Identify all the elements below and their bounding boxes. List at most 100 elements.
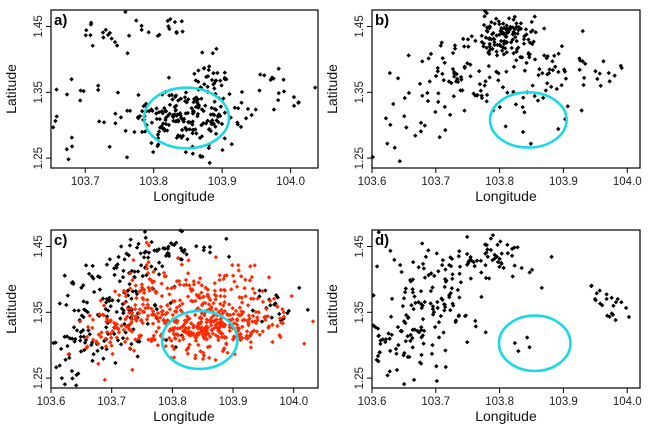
red-point bbox=[227, 328, 232, 334]
data-point bbox=[479, 33, 484, 38]
data-point bbox=[489, 37, 494, 42]
data-point bbox=[422, 123, 428, 128]
data-point bbox=[155, 132, 161, 137]
data-point bbox=[157, 32, 162, 37]
data-point bbox=[545, 53, 550, 59]
data-point bbox=[615, 296, 620, 302]
data-point bbox=[418, 301, 424, 307]
red-point bbox=[236, 268, 241, 273]
data-point bbox=[514, 58, 519, 63]
data-point bbox=[250, 308, 255, 313]
data-point bbox=[577, 56, 582, 61]
data-point bbox=[394, 367, 400, 373]
data-point bbox=[81, 334, 87, 339]
data-point bbox=[444, 278, 449, 283]
data-point bbox=[84, 27, 89, 33]
data-point bbox=[484, 45, 489, 50]
data-point bbox=[490, 46, 495, 52]
red-point bbox=[138, 333, 144, 338]
red-point bbox=[271, 296, 277, 301]
red-point bbox=[185, 351, 190, 356]
red-point bbox=[227, 325, 232, 330]
data-point bbox=[104, 346, 109, 352]
data-point bbox=[107, 30, 113, 36]
data-point bbox=[403, 338, 409, 344]
red-point bbox=[205, 293, 210, 299]
data-point bbox=[232, 105, 237, 110]
data-point bbox=[403, 320, 408, 326]
red-point bbox=[245, 303, 251, 308]
red-point bbox=[243, 335, 249, 341]
data-point bbox=[453, 319, 458, 325]
data-point bbox=[204, 74, 209, 80]
data-point bbox=[511, 64, 517, 70]
y-tick-label: 1.45 bbox=[33, 15, 45, 37]
x-tick-label: 103.7 bbox=[71, 176, 100, 188]
data-point bbox=[501, 25, 507, 31]
panel-d: 103.6 103.7 103.8 103.9 104.0 1.25 1.35 1.45 d)… bbox=[324, 229, 642, 424]
x-tick-label: 104.0 bbox=[279, 396, 308, 408]
data-point bbox=[180, 29, 185, 34]
x-tick-label: 103.7 bbox=[421, 176, 450, 188]
red-point bbox=[238, 337, 243, 343]
data-point bbox=[170, 114, 175, 119]
data-point bbox=[205, 84, 210, 89]
data-point bbox=[553, 64, 558, 69]
red-point bbox=[122, 300, 128, 305]
data-point bbox=[497, 256, 502, 262]
data-point bbox=[167, 93, 172, 98]
data-point bbox=[139, 23, 144, 28]
data-point bbox=[462, 108, 467, 113]
data-point bbox=[419, 352, 424, 358]
data-point bbox=[138, 263, 144, 268]
data-point bbox=[427, 79, 432, 84]
data-point bbox=[149, 140, 154, 146]
panel-c-frame bbox=[50, 229, 319, 389]
red-point bbox=[181, 336, 186, 342]
data-point bbox=[116, 298, 121, 303]
data-point bbox=[207, 250, 213, 255]
data-point bbox=[243, 116, 249, 121]
panel-d-ticks: 103.6 103.7 103.8 103.9 104.0 1.25 1.35 1.45 bbox=[354, 235, 642, 408]
red-point bbox=[157, 315, 163, 320]
data-point bbox=[200, 154, 205, 159]
data-point bbox=[69, 368, 75, 374]
data-point bbox=[530, 41, 535, 47]
panel-a-frame bbox=[50, 9, 319, 169]
data-point bbox=[374, 264, 380, 269]
data-point bbox=[532, 14, 537, 19]
red-point bbox=[222, 335, 227, 340]
data-point bbox=[513, 102, 519, 107]
data-point bbox=[511, 29, 516, 35]
data-point bbox=[281, 89, 287, 94]
data-point bbox=[104, 325, 109, 330]
red-point bbox=[192, 312, 198, 318]
data-point bbox=[210, 51, 216, 56]
data-point bbox=[275, 97, 281, 103]
data-point bbox=[222, 136, 227, 141]
data-point bbox=[183, 126, 189, 131]
data-point bbox=[399, 269, 404, 275]
data-point bbox=[486, 63, 492, 69]
red-point bbox=[177, 303, 182, 309]
data-point bbox=[488, 247, 494, 253]
data-point bbox=[69, 77, 74, 82]
data-point bbox=[495, 242, 500, 247]
red-point bbox=[189, 298, 194, 304]
data-point bbox=[543, 88, 549, 93]
data-point bbox=[135, 354, 140, 359]
data-point bbox=[460, 88, 465, 93]
data-point bbox=[183, 90, 189, 95]
data-point bbox=[134, 245, 140, 250]
data-point bbox=[69, 144, 75, 149]
data-point bbox=[149, 239, 154, 245]
data-point bbox=[600, 303, 605, 308]
data-point bbox=[397, 158, 403, 164]
panel-a-ticks: 103.7 103.8 103.9 104.0 1.25 1.35 1.45 bbox=[33, 15, 305, 188]
data-point bbox=[417, 81, 423, 86]
data-point bbox=[521, 41, 527, 46]
data-point bbox=[156, 272, 162, 277]
data-point bbox=[103, 300, 109, 305]
red-point bbox=[130, 367, 135, 373]
red-point bbox=[175, 333, 181, 338]
